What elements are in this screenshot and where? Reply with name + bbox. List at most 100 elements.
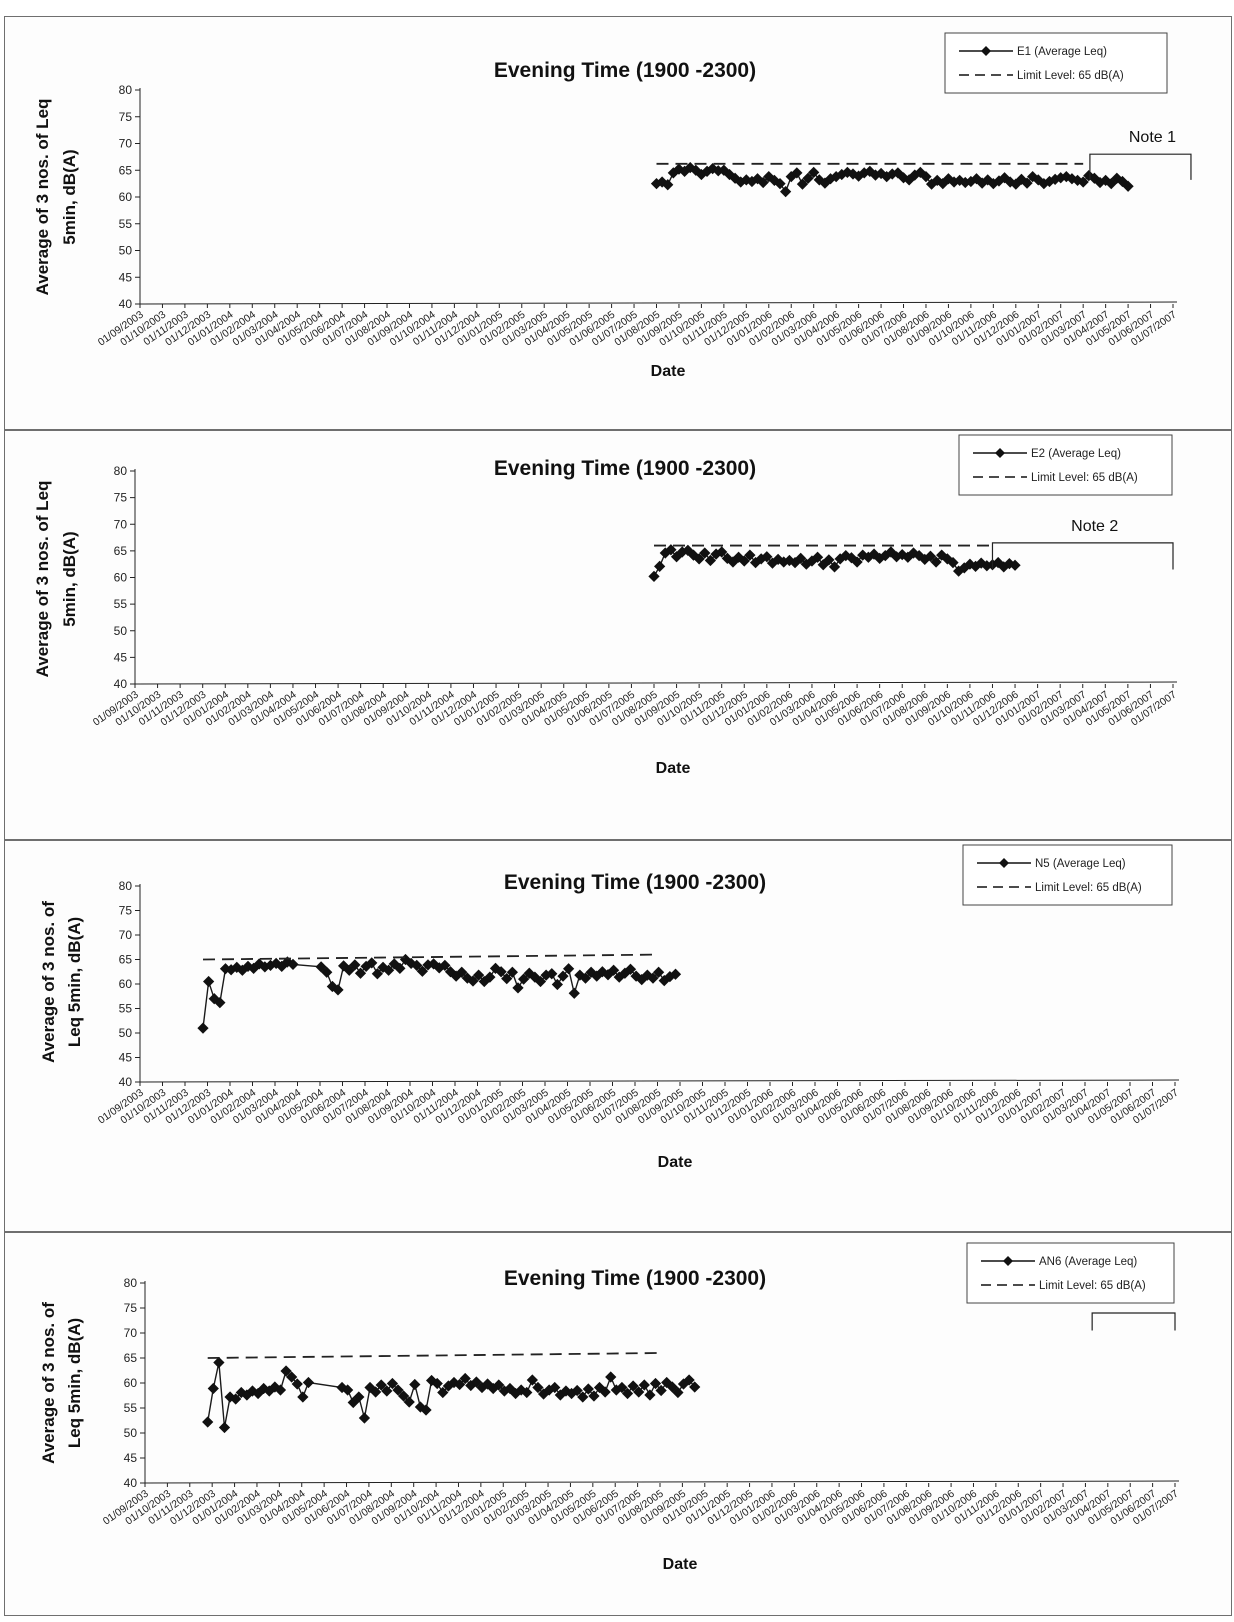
data-point xyxy=(521,1386,533,1399)
data-point xyxy=(493,1379,505,1391)
data-point xyxy=(684,161,696,174)
data-point xyxy=(802,172,814,184)
x-axis xyxy=(144,1480,1180,1484)
data-point xyxy=(633,1386,645,1398)
chart-title: Evening Time (1900 -2300) xyxy=(494,457,756,480)
data-point xyxy=(506,966,518,978)
data-point xyxy=(437,1386,449,1399)
chart-svg-3: Evening Time (1900 -2300) Average of 3 no… xyxy=(39,844,1181,1171)
data-point xyxy=(577,1391,589,1403)
data-point xyxy=(992,556,1004,569)
data-point xyxy=(459,1372,471,1385)
data-point xyxy=(624,963,637,975)
y-axis-label-2: 5min, dB(A) xyxy=(60,149,79,244)
chart-svg-2: Evening Time (1900 -2300) Average of 3 no… xyxy=(33,434,1179,777)
y-tick-label: 60 xyxy=(114,571,128,585)
data-point xyxy=(409,1378,421,1391)
data-point xyxy=(772,553,784,566)
legend-label-limit: Limit Level: 65 dB(A) xyxy=(1017,70,1124,82)
data-point xyxy=(582,1383,594,1395)
data-point xyxy=(405,957,417,970)
data-point xyxy=(416,965,428,977)
legend: N5 (Average Leq) Limit Level: 65 dB(A) xyxy=(962,844,1173,906)
data-point xyxy=(568,987,580,999)
data-point xyxy=(813,174,825,186)
y-tick-label: 45 xyxy=(114,650,128,664)
data-point xyxy=(751,173,764,185)
x-axis-label: Date xyxy=(663,1556,698,1573)
data-point xyxy=(627,1380,639,1392)
data-point xyxy=(579,972,592,984)
limit-level-line xyxy=(202,953,658,961)
data-point xyxy=(456,966,468,978)
data-point xyxy=(608,964,620,976)
data-point xyxy=(353,1391,365,1403)
data-point xyxy=(811,551,824,563)
data-point xyxy=(1122,180,1134,192)
plot-area: 40455055606570758001/09/200301/10/200301… xyxy=(101,1242,1181,1573)
data-point xyxy=(1105,178,1117,190)
data-point xyxy=(1116,175,1129,188)
data-point xyxy=(1021,177,1033,189)
data-point xyxy=(386,1377,399,1390)
y-tick-label: 50 xyxy=(114,624,128,638)
data-point xyxy=(662,179,674,191)
data-point xyxy=(616,1381,628,1394)
data-point xyxy=(557,970,569,982)
data-point xyxy=(411,959,423,972)
y-axis-label-2: Leq 5min, dB(A) xyxy=(65,1318,84,1448)
x-axis xyxy=(134,681,1178,685)
data-point xyxy=(738,555,750,567)
data-point xyxy=(349,959,361,971)
y-axis-label-line-2: Leq 5min, dB(A) xyxy=(65,917,84,1047)
data-point xyxy=(518,973,530,985)
y-tick-label: 65 xyxy=(124,1351,138,1365)
data-point xyxy=(648,570,660,583)
data-point xyxy=(358,1412,371,1424)
legend-box xyxy=(944,32,1168,94)
data-point xyxy=(669,968,682,980)
legend-marker xyxy=(995,448,1005,458)
x-axis xyxy=(139,301,1178,305)
data-point xyxy=(270,957,282,970)
data-point xyxy=(653,966,665,978)
y-tick-label: 50 xyxy=(119,244,133,258)
y-tick-label: 70 xyxy=(119,137,133,151)
data-point xyxy=(321,966,333,978)
data-point xyxy=(394,962,406,974)
data-point xyxy=(343,964,355,976)
y-tick-label: 40 xyxy=(124,1476,138,1490)
data-point xyxy=(791,167,803,179)
limit-level-line xyxy=(207,1352,661,1359)
y-tick-label: 80 xyxy=(124,1276,138,1290)
y-axis-label-line-1: Average of 3 nos. of Leq xyxy=(33,99,52,296)
data-point xyxy=(796,178,809,190)
data-point xyxy=(214,996,226,1009)
data-point xyxy=(693,553,705,565)
data-point xyxy=(218,1421,231,1434)
data-point xyxy=(286,1371,298,1383)
data-point xyxy=(783,554,796,567)
data-point xyxy=(941,553,953,565)
y-axis-label-line-2: 5min, dB(A) xyxy=(60,149,79,244)
data-point xyxy=(924,550,937,562)
plot-area: 40455055606570758001/09/200301/10/200301… xyxy=(96,32,1192,380)
data-point xyxy=(647,972,659,984)
data-point xyxy=(588,1390,600,1402)
data-point xyxy=(403,1396,415,1408)
y-tick-label: 80 xyxy=(119,83,133,97)
chart-panel-2: Evening Time (1900 -2300) Average of 3 no… xyxy=(4,430,1232,840)
chart-svg-4: Evening Time (1900 -2300) Average of 3 no… xyxy=(39,1242,1181,1573)
y-tick-label: 50 xyxy=(124,1426,138,1440)
data-point xyxy=(375,1379,387,1391)
data-point xyxy=(501,972,513,985)
data-point xyxy=(920,171,932,183)
data-point xyxy=(197,1022,209,1034)
legend: E2 (Average Leq) Limit Level: 65 dB(A) xyxy=(958,434,1173,496)
data-point xyxy=(780,186,792,198)
data-point xyxy=(546,968,558,980)
data-point xyxy=(964,558,976,570)
data-point xyxy=(930,556,942,568)
y-tick-label: 55 xyxy=(119,1002,133,1016)
legend-label-limit: Limit Level: 65 dB(A) xyxy=(1035,882,1142,894)
